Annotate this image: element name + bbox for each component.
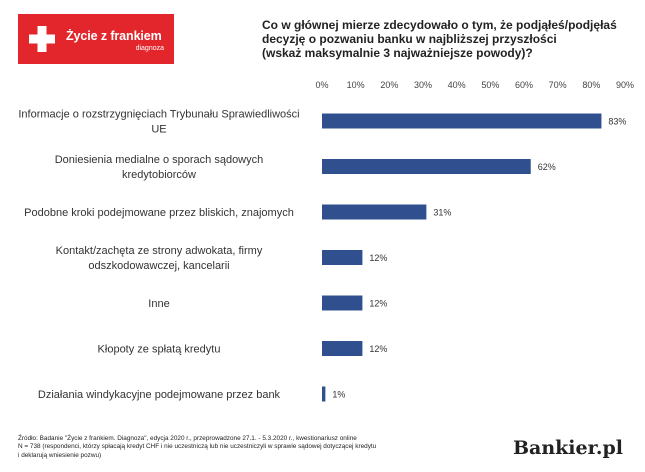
x-tick-label: 90%	[616, 80, 634, 90]
swiss-cross-icon	[26, 23, 58, 55]
bar	[322, 204, 427, 220]
bar	[322, 113, 602, 129]
data-label: 31%	[433, 208, 451, 218]
data-label: 12%	[369, 344, 387, 354]
source-footnote: Źródło: Badanie "Życie z frankiem. Diagn…	[18, 435, 498, 460]
category-label: Działania windykacyjne podejmowane przez…	[38, 389, 281, 401]
category-label: Podobne kroki podejmowane przez bliskich…	[24, 207, 294, 219]
data-label: 12%	[369, 253, 387, 263]
data-label: 12%	[369, 299, 387, 309]
x-tick-label: 0%	[315, 80, 328, 90]
x-tick-label: 30%	[414, 80, 432, 90]
data-label: 83%	[608, 117, 626, 127]
x-tick-label: 40%	[448, 80, 466, 90]
bar	[322, 295, 363, 311]
x-tick-label: 60%	[515, 80, 533, 90]
brand-logo: Bankier.pl	[512, 437, 623, 459]
x-tick-label: 70%	[549, 80, 567, 90]
x-tick-label: 10%	[347, 80, 365, 90]
chart-title: Co w głównej mierze zdecydowało o tym, ż…	[262, 18, 632, 60]
category-label: odszkodowawczej, kancelarii	[88, 260, 229, 272]
bar	[322, 341, 363, 356]
title-line: Co w głównej mierze zdecydowało o tym, ż…	[262, 18, 617, 32]
bar	[322, 386, 326, 402]
category-label: Kłopoty ze spłatą kredytu	[98, 344, 221, 356]
category-label: Inne	[148, 298, 169, 310]
bar	[322, 250, 363, 265]
category-label: UE	[151, 124, 166, 136]
title-line: decyzję o pozwaniu banku w najbliższej p…	[262, 32, 557, 46]
logo-subtitle: diagnoza	[135, 45, 164, 52]
footnote-line: Źródło: Badanie "Życie z frankiem. Diagn…	[18, 435, 357, 442]
footnote-line: i deklarują wniesienie pozwu)	[18, 451, 102, 459]
bar	[322, 159, 531, 174]
title-line: (wskaż maksymalnie 3 najważniejsze powod…	[262, 46, 533, 60]
category-label: kredytobiorców	[122, 169, 196, 181]
logo: Życie z frankiem diagnoza	[18, 14, 174, 64]
x-tick-label: 80%	[582, 80, 600, 90]
logo-name: Życie z frankiem	[66, 29, 162, 43]
data-label: 1%	[332, 390, 345, 400]
x-tick-label: 50%	[481, 80, 499, 90]
x-tick-label: 20%	[380, 80, 398, 90]
category-label: Kontakt/zachęta ze strony adwokata, firm…	[56, 245, 263, 257]
data-label: 62%	[538, 162, 556, 172]
bar-chart: 0% 10% 20% 30% 40% 50% 60% 70% 80% 90% 83% Informac…	[18, 80, 634, 402]
category-label: Doniesienia medialne o sporach sądowych	[55, 154, 264, 166]
footnote-line: N = 738 (respondenci, którzy spłacają kr…	[18, 443, 377, 451]
category-label: Informacje o rozstrzygnięciach Trybunału…	[18, 109, 299, 121]
